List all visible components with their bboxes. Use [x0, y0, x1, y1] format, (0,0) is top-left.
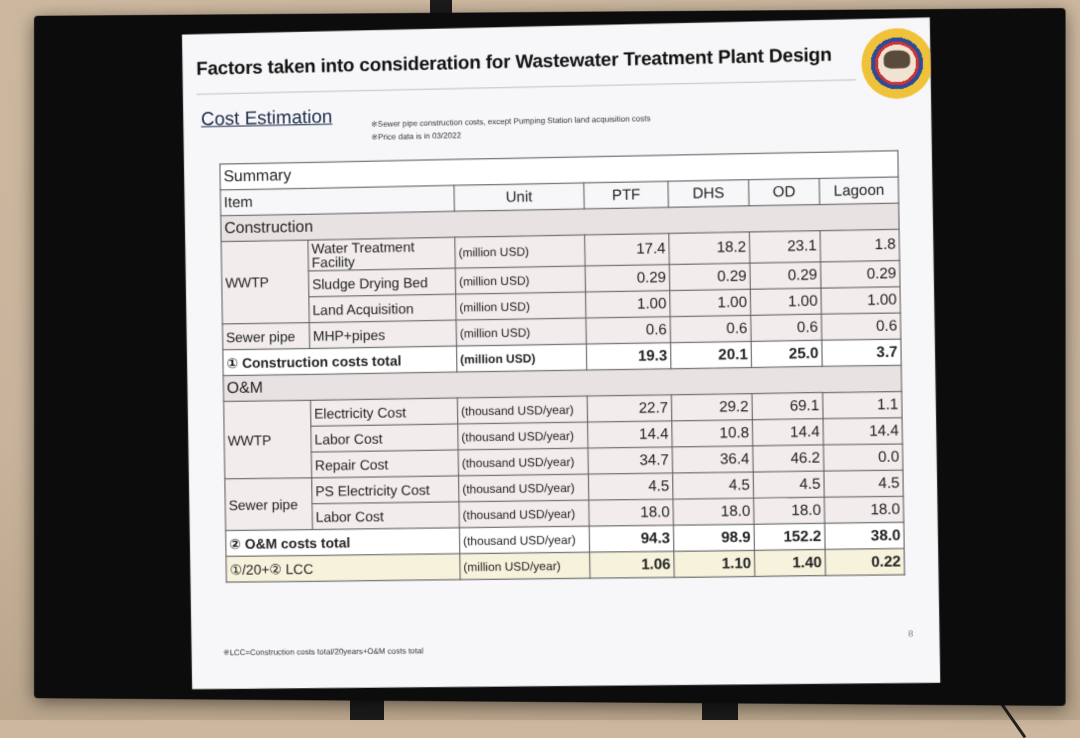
value-lagoon: 1.1 [823, 391, 903, 418]
header-unit: Unit [454, 183, 584, 211]
row-unit: (thousand USD/year) [458, 448, 588, 476]
row-unit: (million USD) [455, 266, 585, 294]
value-od: 69.1 [752, 393, 823, 420]
wwtp-group-label: WWTP [224, 400, 312, 479]
value-ptf: 17.4 [585, 233, 670, 266]
organization-logo [861, 27, 933, 99]
value-od: 1.40 [754, 550, 825, 577]
value-od: 25.0 [751, 340, 822, 367]
value-lagoon: 0.29 [821, 260, 901, 288]
value-lagoon: 4.5 [824, 470, 904, 497]
value-od: 152.2 [754, 523, 825, 550]
row-unit: (thousand USD/year) [458, 422, 588, 450]
value-ptf: 0.29 [585, 264, 670, 292]
value-dhs: 36.4 [672, 446, 753, 473]
section-title: Cost Estimation [201, 107, 333, 132]
row-label: MHP+pipes [309, 320, 456, 348]
row-label: Labor Cost [312, 502, 459, 530]
row-unit: (million USD) [455, 235, 585, 268]
value-od: 0.6 [751, 314, 822, 341]
value-lagoon: 0.22 [825, 549, 905, 576]
header-od: OD [749, 178, 820, 205]
value-dhs: 98.9 [673, 524, 754, 551]
sewer-group-label: Sewer pipe [225, 478, 313, 531]
construction-total-label: ① Construction costs total [223, 346, 457, 376]
value-lagoon: 0.6 [821, 313, 901, 340]
row-unit: (million USD/year) [460, 552, 590, 579]
value-od: 0.29 [750, 262, 821, 289]
value-ptf: 0.6 [586, 317, 671, 344]
row-unit: (thousand USD/year) [459, 500, 589, 528]
value-lagoon: 38.0 [825, 522, 905, 549]
value-od: 18.0 [754, 497, 825, 524]
row-label: PS Electricity Cost [312, 476, 459, 504]
row-unit: (thousand USD/year) [459, 526, 589, 554]
note-sewer-costs: ※Sewer pipe construction costs, except P… [371, 114, 651, 129]
value-ptf: 19.3 [586, 343, 671, 370]
value-od: 23.1 [749, 231, 820, 263]
value-od: 46.2 [753, 445, 824, 472]
lcc-label: ①/20+② LCC [226, 554, 460, 582]
value-ptf: 94.3 [589, 525, 674, 552]
value-lagoon: 14.4 [823, 418, 903, 445]
cost-estimation-table: Summary Item Unit PTF DHS OD Lagoon Cons… [219, 150, 905, 583]
presentation-slide: Factors taken into consideration for Was… [182, 17, 940, 689]
value-lagoon: 1.00 [821, 287, 901, 315]
value-ptf: 18.0 [589, 499, 674, 526]
lcc-footnote: ※LCC=Construction costs total/20years+O&… [223, 646, 423, 657]
row-label: Labor Cost [311, 424, 458, 452]
monitor: Factors taken into consideration for Was… [34, 8, 1066, 706]
logo-emblem-icon [884, 50, 911, 69]
value-ptf: 34.7 [588, 447, 673, 474]
header-ptf: PTF [584, 181, 669, 209]
row-label: Electricity Cost [311, 398, 458, 426]
value-dhs: 4.5 [673, 472, 754, 499]
value-lagoon: 3.7 [822, 339, 902, 366]
row-label: Water Treatment Facility [308, 237, 455, 271]
slide-title: Factors taken into consideration for Was… [196, 45, 832, 81]
header-lagoon: Lagoon [819, 177, 899, 205]
value-lagoon: 18.0 [824, 496, 904, 523]
note-price-date: ※Price data is in 03/2022 [371, 131, 461, 142]
row-unit: (million USD) [456, 318, 586, 346]
value-dhs: 18.0 [673, 498, 754, 525]
value-dhs: 0.6 [670, 315, 751, 342]
value-lagoon: 1.8 [820, 229, 900, 262]
value-ptf: 14.4 [588, 421, 673, 448]
value-ptf: 1.00 [586, 291, 671, 318]
row-unit: (thousand USD/year) [459, 474, 589, 502]
row-label: Sludge Drying Bed [308, 268, 455, 296]
value-dhs: 10.8 [672, 420, 753, 447]
value-ptf: 1.06 [590, 551, 675, 578]
value-ptf: 4.5 [588, 473, 673, 500]
value-dhs: 20.1 [671, 341, 752, 368]
value-dhs: 0.29 [669, 263, 750, 290]
value-od: 14.4 [752, 419, 823, 446]
row-label: Repair Cost [311, 450, 458, 478]
value-dhs: 29.2 [671, 394, 752, 421]
header-dhs: DHS [668, 180, 749, 208]
value-od: 1.00 [750, 288, 821, 315]
sewer-group-label: Sewer pipe [222, 323, 309, 350]
row-unit: (million USD) [457, 344, 587, 372]
title-divider [197, 79, 856, 94]
row-label: Land Acquisition [309, 294, 456, 322]
row-unit: (million USD) [456, 292, 586, 320]
wwtp-group-label: WWTP [221, 240, 309, 324]
value-dhs: 18.2 [669, 232, 750, 265]
value-od: 4.5 [753, 471, 824, 498]
om-total-label: ② O&M costs total [226, 528, 460, 557]
row-unit: (thousand USD/year) [457, 396, 587, 424]
value-lagoon: 0.0 [823, 444, 903, 471]
value-dhs: 1.00 [670, 289, 751, 316]
value-ptf: 22.7 [587, 395, 672, 422]
page-number: 8 [908, 629, 913, 639]
value-dhs: 1.10 [674, 550, 755, 577]
